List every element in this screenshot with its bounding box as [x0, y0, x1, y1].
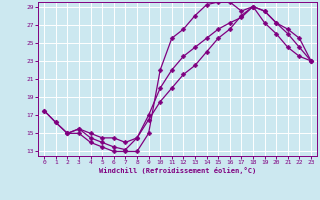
X-axis label: Windchill (Refroidissement éolien,°C): Windchill (Refroidissement éolien,°C)	[99, 167, 256, 174]
